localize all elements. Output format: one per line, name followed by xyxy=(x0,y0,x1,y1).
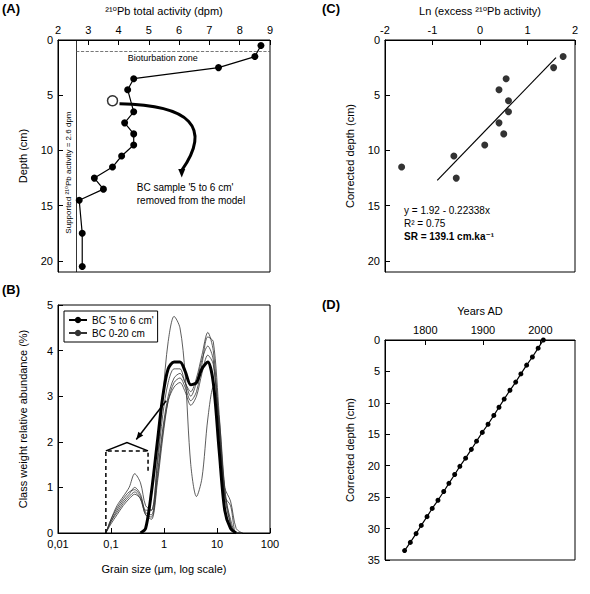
svg-text:Class weight relative abundanc: Class weight relative abundance (%) xyxy=(17,330,29,509)
svg-text:Years AD: Years AD xyxy=(457,305,503,317)
svg-text:BC 0-20 cm: BC 0-20 cm xyxy=(92,328,145,339)
svg-text:Corrected depth (cm): Corrected depth (cm) xyxy=(344,104,356,208)
svg-text:35: 35 xyxy=(368,554,380,566)
svg-text:(B): (B) xyxy=(2,282,20,297)
svg-text:removed from the model: removed from the model xyxy=(137,195,245,206)
svg-text:15: 15 xyxy=(368,428,380,440)
svg-text:20: 20 xyxy=(368,255,380,267)
svg-text:0: 0 xyxy=(47,34,53,46)
svg-text:5: 5 xyxy=(47,299,53,311)
svg-text:100: 100 xyxy=(261,538,279,550)
svg-text:Ln (excess ²¹⁰Pb activity): Ln (excess ²¹⁰Pb activity) xyxy=(419,5,541,17)
svg-text:3: 3 xyxy=(85,24,91,36)
svg-text:-2: -2 xyxy=(380,24,390,36)
svg-text:(C): (C) xyxy=(322,1,340,16)
svg-text:10: 10 xyxy=(211,538,223,550)
svg-text:4: 4 xyxy=(47,345,53,357)
svg-text:2000: 2000 xyxy=(528,324,552,336)
svg-text:BC '5 to 6 cm': BC '5 to 6 cm' xyxy=(92,315,154,326)
svg-text:8: 8 xyxy=(237,24,243,36)
svg-text:1800: 1800 xyxy=(413,324,437,336)
svg-text:²¹⁰Pb total activity (dpm): ²¹⁰Pb total activity (dpm) xyxy=(105,5,223,17)
svg-text:3: 3 xyxy=(47,390,53,402)
svg-text:9: 9 xyxy=(267,24,273,36)
svg-text:20: 20 xyxy=(368,460,380,472)
svg-text:2: 2 xyxy=(572,24,578,36)
svg-text:7: 7 xyxy=(206,24,212,36)
svg-text:2: 2 xyxy=(55,24,61,36)
svg-text:0,01: 0,01 xyxy=(47,538,68,550)
svg-text:1: 1 xyxy=(161,538,167,550)
svg-text:(D): (D) xyxy=(322,297,340,312)
svg-text:25: 25 xyxy=(368,491,380,503)
svg-text:BC sample '5 to 6 cm': BC sample '5 to 6 cm' xyxy=(137,182,234,193)
svg-text:1: 1 xyxy=(47,481,53,493)
svg-text:Grain size (µm, log scale): Grain size (µm, log scale) xyxy=(102,563,227,575)
svg-text:5: 5 xyxy=(47,89,53,101)
svg-text:15: 15 xyxy=(368,200,380,212)
svg-text:15: 15 xyxy=(41,200,53,212)
svg-text:Bioturbation zone: Bioturbation zone xyxy=(128,53,198,63)
svg-text:0,1: 0,1 xyxy=(103,538,118,550)
svg-text:0: 0 xyxy=(374,334,380,346)
svg-text:y = 1.92 - 0.22338x: y = 1.92 - 0.22338x xyxy=(404,205,490,216)
svg-text:10: 10 xyxy=(41,144,53,156)
svg-text:Supported ²¹⁰Pb activity = 2.6: Supported ²¹⁰Pb activity = 2.6 dpm xyxy=(64,111,73,233)
svg-text:0: 0 xyxy=(374,34,380,46)
svg-text:1: 1 xyxy=(524,24,530,36)
svg-text:Depth (cm): Depth (cm) xyxy=(17,129,29,183)
svg-text:6: 6 xyxy=(176,24,182,36)
svg-text:5: 5 xyxy=(146,24,152,36)
svg-text:10: 10 xyxy=(368,397,380,409)
svg-text:(A): (A) xyxy=(2,1,20,16)
svg-text:1900: 1900 xyxy=(471,324,495,336)
svg-text:R² = 0.75: R² = 0.75 xyxy=(404,218,446,229)
svg-text:5: 5 xyxy=(374,89,380,101)
svg-text:-1: -1 xyxy=(428,24,438,36)
svg-text:0: 0 xyxy=(477,24,483,36)
svg-text:0: 0 xyxy=(46,527,53,539)
svg-text:5: 5 xyxy=(374,365,380,377)
svg-text:SR = 139.1 cm.ka⁻¹: SR = 139.1 cm.ka⁻¹ xyxy=(404,231,495,242)
svg-text:4: 4 xyxy=(116,24,122,36)
svg-text:30: 30 xyxy=(368,523,380,535)
svg-text:2: 2 xyxy=(47,436,53,448)
svg-text:10: 10 xyxy=(368,144,380,156)
svg-text:Corrected depth (cm): Corrected depth (cm) xyxy=(344,398,356,502)
svg-text:20: 20 xyxy=(41,255,53,267)
